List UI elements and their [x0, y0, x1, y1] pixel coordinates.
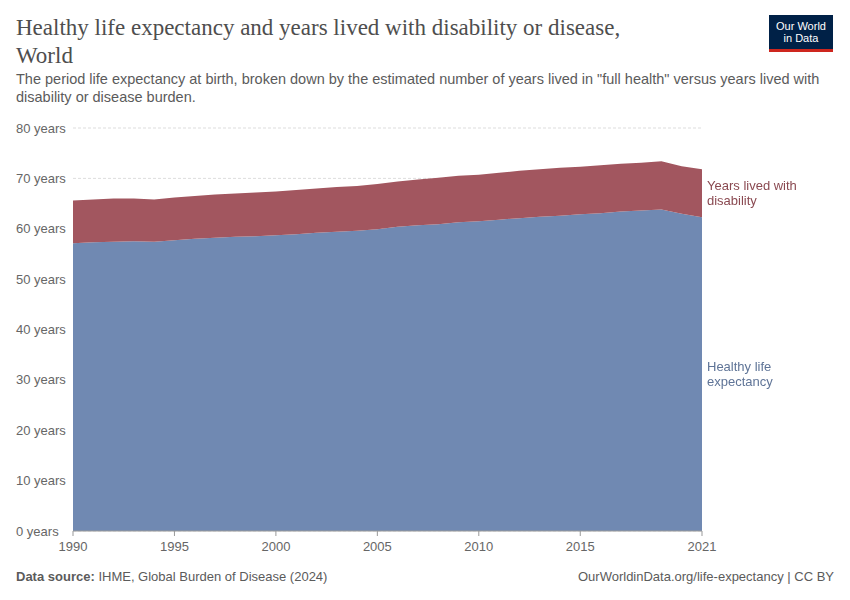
grid-line [73, 531, 702, 532]
x-tick-label: 2021 [688, 539, 717, 554]
x-tick [580, 531, 581, 536]
x-tick-label: 1990 [59, 539, 88, 554]
grid-line [73, 128, 702, 129]
logo: Our World in Data [769, 15, 833, 52]
source: Data source: IHME, Global Burden of Dise… [16, 569, 327, 584]
x-tick-label: 2010 [464, 539, 493, 554]
y-tick-label: 80 years [16, 121, 66, 136]
area [73, 161, 702, 243]
y-tick-label: 20 years [16, 423, 66, 438]
area [73, 210, 702, 531]
y-tick-label: 50 years [16, 272, 66, 287]
title: Healthy life expectancy and years lived … [16, 14, 656, 70]
x-tick [478, 531, 479, 536]
x-axis: 1990 1995 2000 2005 2010 2015 2021 [59, 531, 717, 554]
x-tick [275, 531, 276, 536]
subtitle: The period life expectancy at birth, bro… [16, 70, 826, 106]
x-tick-label: 2015 [566, 539, 595, 554]
x-tick [174, 531, 175, 536]
y-tick-label: 0 years [16, 524, 59, 539]
areas [73, 161, 702, 531]
series-label: Healthy life expectancy [707, 359, 815, 389]
y-tick-label: 40 years [16, 322, 66, 337]
x-tick [73, 531, 74, 536]
y-tick-label: 70 years [16, 171, 66, 186]
x-tick-label: 1995 [160, 539, 189, 554]
x-axis-line [73, 531, 702, 532]
url: OurWorldinData.org/life-expectancy | CC … [578, 569, 834, 584]
y-axis: 0 years 10 years 20 years 30 years 40 years 5… [16, 121, 66, 539]
chart-root: 1990 1995 2000 2005 2010 2015 2021 0 years 10 ye… [0, 0, 850, 600]
logo-text: Our World in Data [772, 20, 830, 44]
x-tick-label: 2005 [363, 539, 392, 554]
x-tick [702, 531, 703, 536]
grid [73, 128, 702, 531]
x-tick [377, 531, 378, 536]
source-text: IHME, Global Burden of Disease (2024) [98, 569, 327, 584]
x-tick-label: 2000 [261, 539, 290, 554]
series-label: Years lived with disability [707, 178, 815, 208]
y-tick-label: 10 years [16, 473, 66, 488]
y-tick-label: 60 years [16, 221, 66, 236]
source-label: Data source: [16, 569, 95, 584]
y-tick-label: 30 years [16, 372, 66, 387]
